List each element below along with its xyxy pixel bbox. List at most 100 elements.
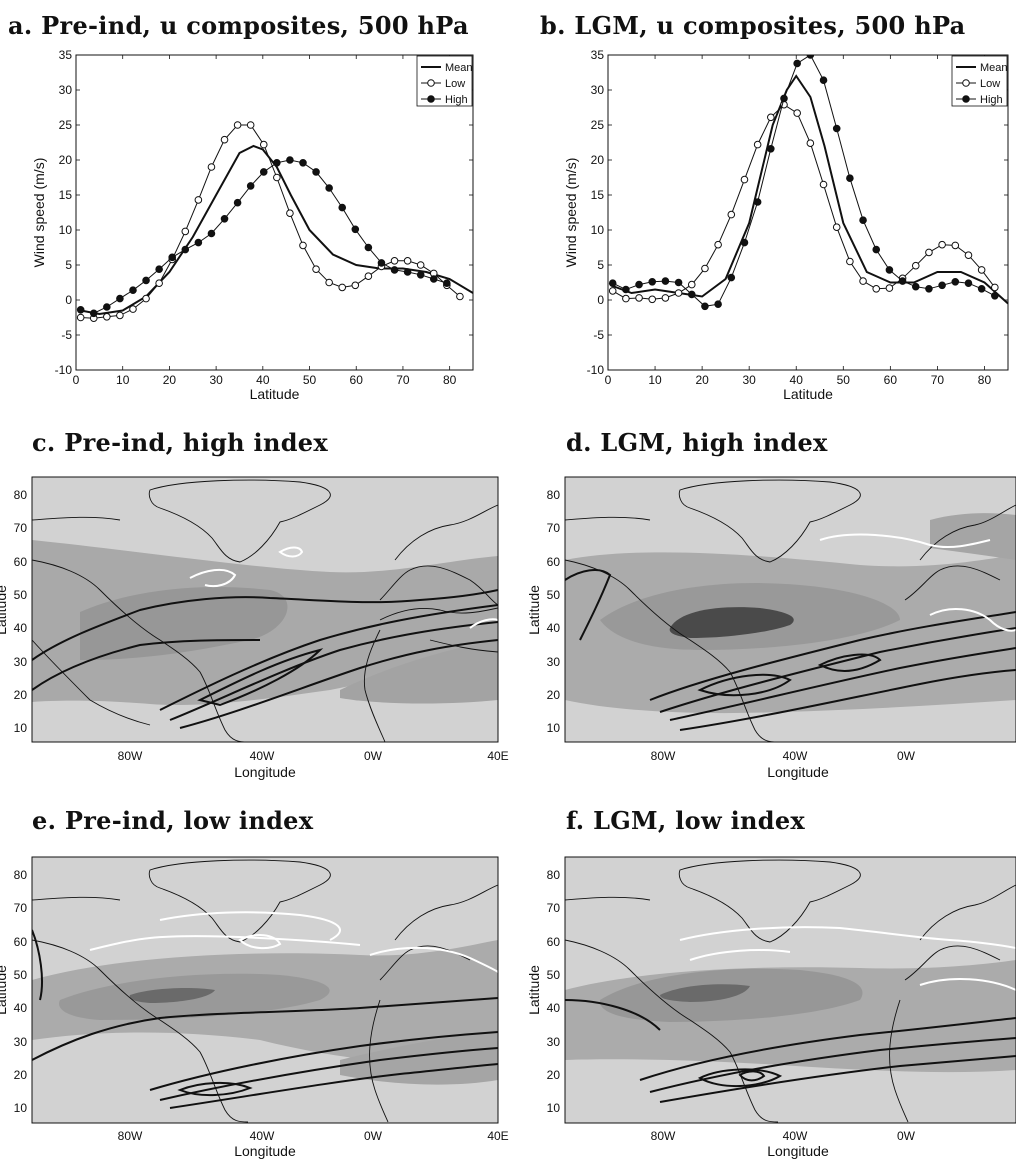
data-point-low — [116, 311, 124, 320]
data-point-high — [859, 216, 867, 224]
map-x-tick: 40W — [783, 749, 808, 763]
data-point-high — [429, 275, 438, 283]
data-point-high — [938, 281, 946, 290]
map-x-tick: 0W — [364, 749, 383, 763]
data-point-high — [622, 285, 630, 294]
y-tick-label: 15 — [59, 188, 73, 202]
legend-label: Mean — [445, 62, 473, 74]
x-tick-label: 10 — [116, 373, 130, 387]
y-tick-label: 35 — [591, 48, 605, 62]
data-point-low — [220, 135, 229, 144]
plot-area — [76, 55, 473, 370]
data-point-low — [142, 294, 150, 303]
coast-america — [32, 896, 249, 1123]
data-point-high — [181, 245, 190, 254]
shade-core-dark — [660, 984, 750, 1002]
data-point-high — [273, 159, 281, 167]
legend-label: Low — [980, 78, 1000, 90]
data-point-high — [714, 300, 722, 309]
black-contours — [32, 929, 498, 1109]
series-line-mean — [612, 74, 1008, 305]
data-point-low — [129, 305, 137, 313]
map-y-tick: 60 — [547, 555, 561, 569]
data-point-low — [911, 261, 920, 270]
panel-f-map: 80 70 60 50 40 30 20 10 80W 40W 0W Longi… — [526, 856, 1016, 1159]
data-point-high — [416, 271, 425, 279]
map-x-label: Longitude — [767, 764, 829, 780]
y-tick-label: 25 — [591, 118, 605, 132]
data-point-low — [859, 277, 867, 285]
y-tick-label: 20 — [591, 153, 605, 167]
white-contours — [679, 926, 1016, 991]
data-point-low — [103, 313, 111, 321]
data-point-high — [443, 279, 451, 288]
legend: Mean Low High — [416, 55, 473, 107]
data-point-high — [727, 273, 736, 282]
x-tick-label: 0 — [605, 373, 612, 387]
data-point-high — [701, 302, 709, 311]
map-y-tick: 70 — [547, 901, 561, 915]
shade-core-dark — [129, 987, 215, 1003]
map-x-tick: 40W — [250, 1129, 275, 1143]
data-point-low — [687, 280, 696, 289]
map-x-tick: 40E — [487, 1129, 508, 1143]
map-y-tick: 20 — [14, 1068, 28, 1082]
map-y-label: Latitude — [0, 585, 9, 635]
legend-marker — [962, 95, 970, 103]
shade-core-dark — [669, 607, 794, 638]
data-point-low — [299, 241, 307, 250]
data-point-high — [951, 278, 960, 286]
data-point-low — [846, 257, 854, 266]
y-axis-label: Wind speed (m/s) — [31, 158, 47, 268]
legend-box — [951, 55, 1008, 107]
map-y-tick: 50 — [547, 968, 561, 982]
data-point-high — [377, 259, 386, 267]
data-point-low — [259, 140, 268, 149]
data-point-high — [116, 294, 124, 303]
data-point-high — [977, 285, 986, 293]
data-point-low — [286, 209, 294, 217]
y-tick-label: 25 — [59, 118, 73, 132]
data-point-high — [780, 94, 788, 103]
data-point-high — [819, 76, 828, 84]
panel-d-title: d. LGM, high index — [566, 428, 828, 457]
map-x-tick: 0W — [897, 1129, 916, 1143]
data-point-high — [207, 229, 216, 238]
map-x-label: Longitude — [767, 1143, 829, 1159]
data-point-high — [299, 159, 307, 167]
y-tick-label: 0 — [65, 293, 72, 307]
data-point-high — [885, 266, 894, 274]
data-point-high — [898, 277, 907, 285]
data-point-low — [622, 294, 630, 303]
data-point-low — [207, 163, 216, 171]
map-y-tick: 10 — [547, 1101, 561, 1115]
y-tick-label: -5 — [593, 328, 604, 342]
white-contours — [189, 546, 498, 629]
y-tick-label: -10 — [587, 363, 605, 377]
map-y-tick: 10 — [547, 721, 561, 735]
map-y-tick: 80 — [547, 868, 561, 882]
legend-marker — [427, 95, 435, 103]
data-point-high — [767, 145, 775, 153]
coast-greenland — [678, 479, 861, 563]
series-line-mean — [80, 144, 473, 316]
plot-area — [608, 55, 1008, 370]
data-point-low — [819, 180, 828, 189]
data-point-low — [155, 279, 163, 288]
data-point-low — [964, 251, 973, 259]
map-x-label: Longitude — [234, 1143, 296, 1159]
legend-label: High — [445, 94, 468, 106]
x-tick-label: 50 — [303, 373, 317, 387]
data-point-high — [925, 285, 933, 293]
panel-f-title: f. LGM, low index — [566, 806, 805, 835]
data-point-high — [364, 243, 373, 252]
coast-africa — [363, 629, 498, 742]
y-tick-label: 5 — [597, 258, 604, 272]
panel-a-title: a. Pre-ind, u composites, 500 hPa — [8, 11, 469, 40]
data-point-high — [338, 203, 347, 212]
data-point-low — [740, 175, 749, 184]
data-point-low — [885, 284, 894, 292]
data-point-low — [661, 294, 670, 302]
shade-band-mid — [80, 586, 288, 660]
x-tick-label: 20 — [163, 373, 177, 387]
